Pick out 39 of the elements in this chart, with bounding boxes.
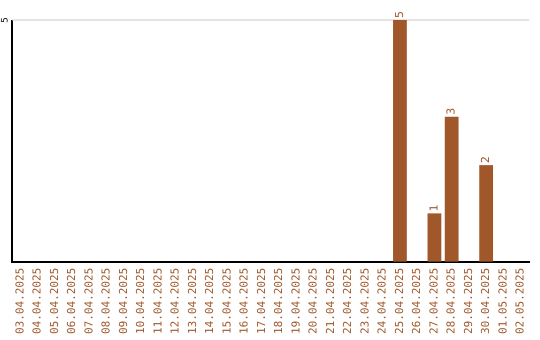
x-tick-label: 09.04.2025 [116,268,130,334]
x-tick-label: 27.04.2025 [427,268,440,334]
x-tick-label: 04.04.2025 [30,268,44,334]
x-tick-label: 14.04.2025 [203,268,216,334]
data-label: 3 [444,108,458,115]
data-label: 2 [479,156,492,164]
x-tick-label: 05.04.2025 [48,268,61,334]
x-tick-label: 12.04.2025 [168,268,182,334]
x-tick-label: 23.04.2025 [358,268,372,334]
x-tick-label: 18.04.2025 [272,268,286,334]
x-tick-label: 22.04.2025 [341,268,354,334]
x-tick-label: 25.04.2025 [392,268,406,334]
x-tick-label: 03.04.2025 [13,268,26,334]
x-tick-label: 19.04.2025 [289,268,302,334]
x-tick-label: 10.04.2025 [134,268,148,334]
x-tick-label: 29.04.2025 [462,268,475,334]
ref-line-label: 5 [0,17,10,23]
x-tick-label: 26.04.2025 [410,268,424,334]
x-tick-label: 24.04.2025 [376,268,389,334]
x-tick-label: 02.05.2025 [513,268,526,334]
x-tick-label: 30.04.2025 [479,268,492,334]
x-tick-label: 20.04.2025 [306,268,320,334]
bar [444,116,459,262]
data-label: 1 [427,204,440,212]
bar [479,165,494,262]
x-tick-label: 07.04.2025 [82,268,96,334]
x-tick-label: 16.04.2025 [238,268,251,334]
x-tick-label: 08.04.2025 [100,268,113,334]
bar [428,213,442,262]
x-tick-label: 06.04.2025 [65,268,78,334]
x-tick-label: 17.04.2025 [254,268,268,334]
data-label: 5 [392,11,406,18]
bar [393,20,407,262]
x-tick-label: 13.04.2025 [186,268,199,334]
x-tick-label: 28.04.2025 [444,268,458,334]
x-tick-label: 11.04.2025 [151,268,164,334]
x-tick-label: 15.04.2025 [220,268,234,334]
x-tick-label: 01.05.2025 [496,268,510,334]
x-tick-label: 21.04.2025 [324,268,337,334]
